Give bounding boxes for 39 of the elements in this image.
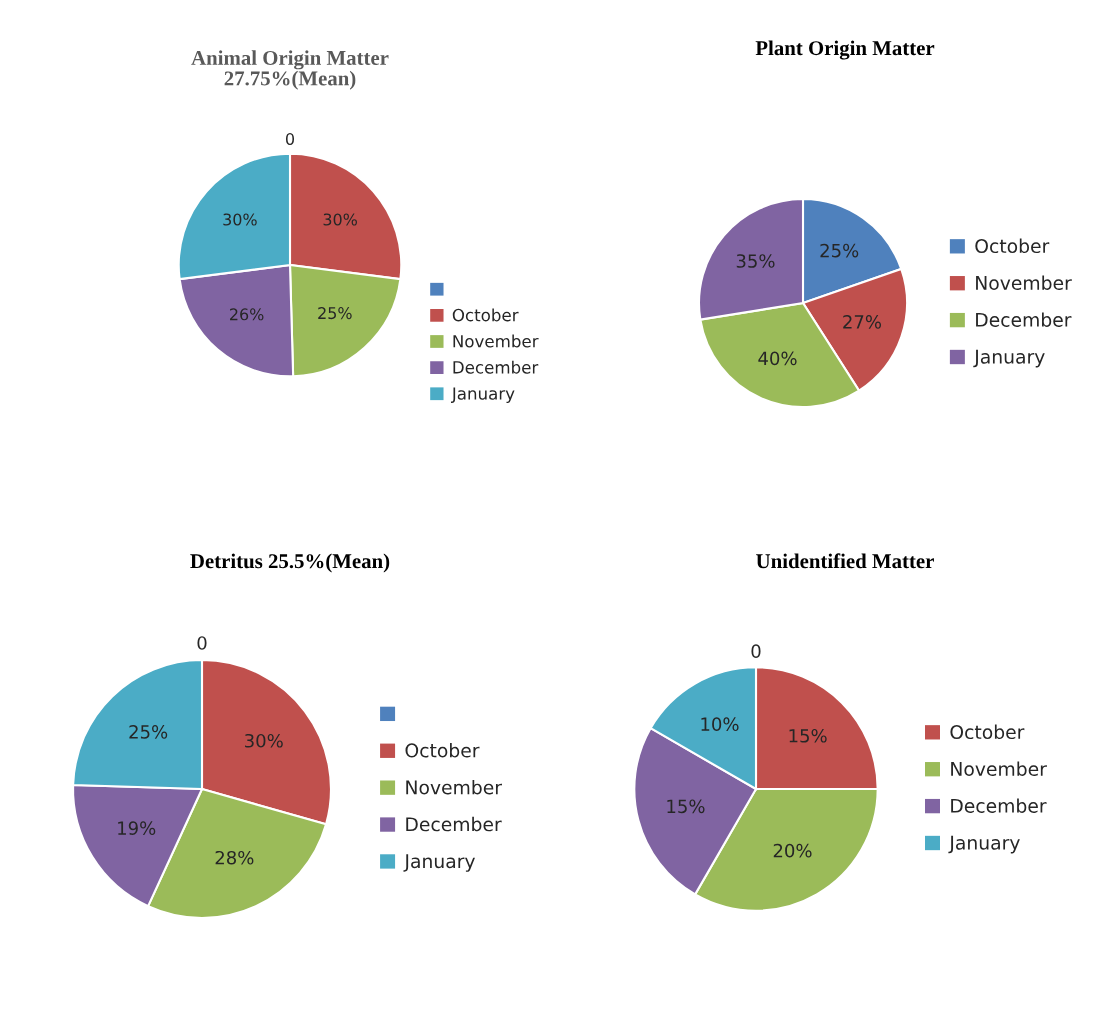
legend-label: December xyxy=(406,816,502,832)
data-label: 25% xyxy=(820,243,859,258)
legend-label: October xyxy=(950,724,1025,740)
legend-label: December xyxy=(976,312,1072,327)
legend-label: January xyxy=(948,835,1020,854)
text: 0 xyxy=(197,636,207,650)
legend-label: January xyxy=(403,854,475,872)
legend-label: November xyxy=(951,761,1047,776)
legend-label: January xyxy=(973,349,1045,368)
data-label: 26% xyxy=(230,308,264,321)
data-label: 27% xyxy=(843,315,882,329)
text: 0 xyxy=(751,644,761,658)
legend-label: November xyxy=(976,275,1072,290)
data-label: 15% xyxy=(789,728,827,743)
text: 0 xyxy=(285,132,295,145)
data-label: 30% xyxy=(245,733,283,748)
data-label: 25% xyxy=(318,307,352,320)
legend-label: December xyxy=(951,798,1047,813)
chart-title: Animal Origin Matter 27.75%(Mean) xyxy=(191,50,389,90)
data-label: 28% xyxy=(215,850,254,865)
legend-label: January xyxy=(450,387,515,404)
data-label: 10% xyxy=(701,717,739,732)
legend-label: October xyxy=(975,238,1050,254)
legend-label: October xyxy=(405,743,480,758)
data-label: 35% xyxy=(736,254,775,268)
legend-label: November xyxy=(453,334,539,348)
chart-title: Plant Origin Matter xyxy=(755,40,935,60)
data-label: 19% xyxy=(118,821,156,835)
data-label: 15% xyxy=(667,799,705,814)
data-label: 30% xyxy=(323,213,357,226)
data-label: 40% xyxy=(758,351,797,366)
data-label: 25% xyxy=(129,725,168,739)
chart-title: Unidentified Matter xyxy=(756,553,934,569)
legend-label: October xyxy=(452,308,519,322)
legend-label: December xyxy=(453,360,539,374)
data-label: 20% xyxy=(773,843,812,858)
legend-label: November xyxy=(406,779,502,795)
chart-title: Detritus 25.5%(Mean) xyxy=(190,553,390,573)
data-label: 30% xyxy=(223,213,257,226)
